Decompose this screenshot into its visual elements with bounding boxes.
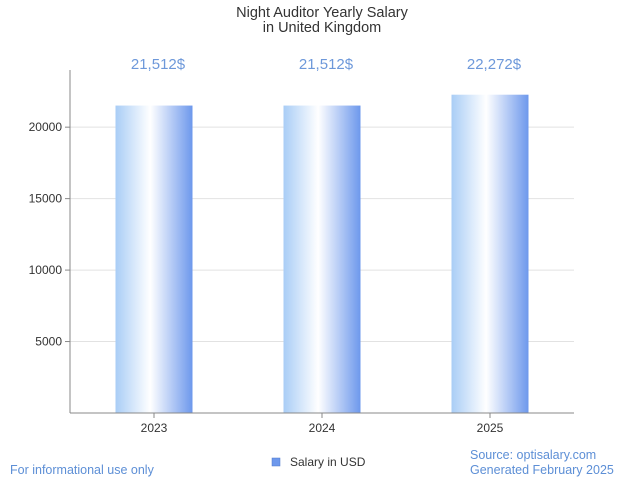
footer-generated: Generated February 2025 [470,463,614,477]
footer-source[interactable]: Source: optisalary.com [470,448,596,462]
legend-swatch [271,457,281,467]
y-tick-label: 15000 [29,192,63,206]
y-axis-ticks: 5000 10000 15000 20000 [29,120,70,349]
x-tick-label-2023: 2023 [141,421,168,435]
chart-title-line-2: in United Kingdom [263,20,382,36]
legend[interactable]: Salary in USD [271,455,366,469]
y-tick-label: 20000 [29,120,63,134]
bar-2024[interactable] [283,105,361,413]
bar-2025[interactable] [451,94,529,414]
y-tick-label: 5000 [35,335,62,349]
data-labels: 21,512$ 21,512$ 22,272$ [131,56,522,73]
footer-disclaimer: For informational use only [10,463,155,477]
y-tick-label: 10000 [29,263,63,277]
bar-2023[interactable] [115,105,193,413]
legend-label: Salary in USD [290,455,366,469]
data-label-2023: 21,512$ [131,56,186,73]
x-tick-label-2025: 2025 [477,421,504,435]
bars [115,94,529,414]
x-axis-ticks: 2023 2024 2025 [141,413,504,435]
data-label-2024: 21,512$ [299,56,354,73]
data-label-2025: 22,272$ [467,56,522,73]
chart-title-line-1: Night Auditor Yearly Salary [236,5,408,21]
x-tick-label-2024: 2024 [309,421,336,435]
